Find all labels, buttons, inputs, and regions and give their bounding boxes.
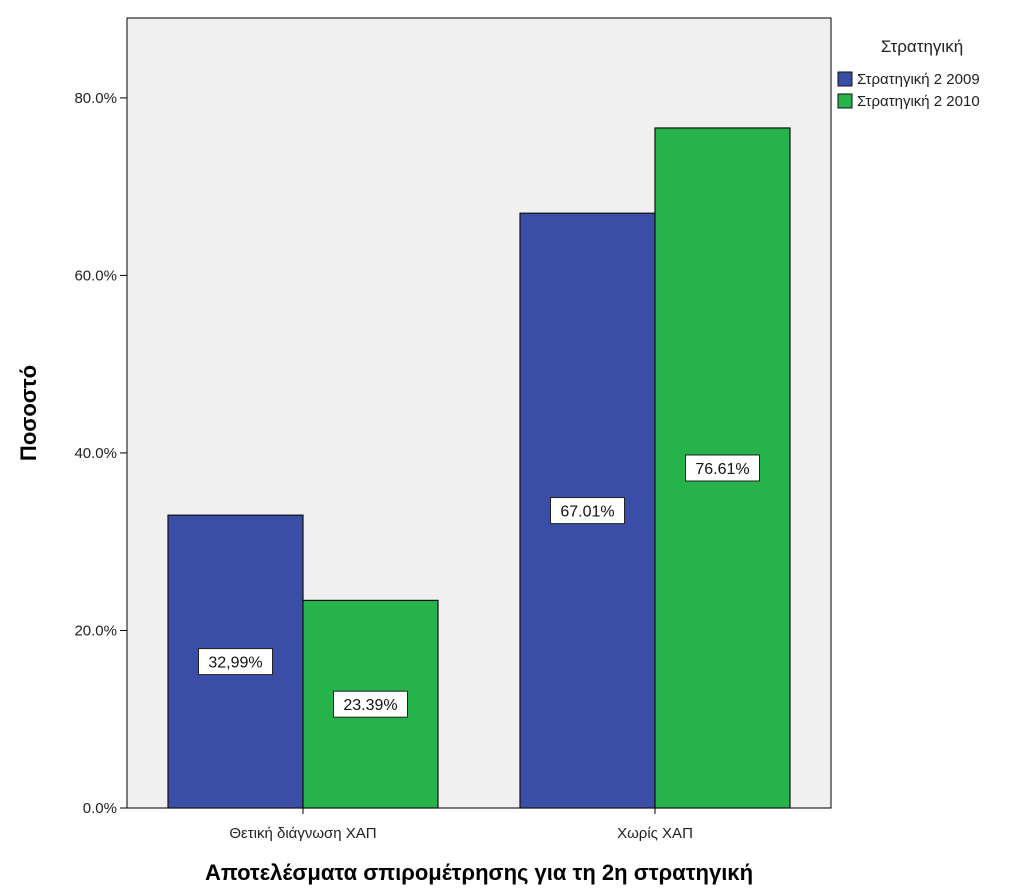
data-label: 76.61% [695,461,749,478]
data-label-box [198,648,273,676]
x-tick-label: Θετική διάγνωση ΧΑΠ [229,825,376,842]
x-axis-title: Αποτελέσματα σπιρομέτρησης για τη 2η στρ… [205,860,753,885]
legend-label: Στρατηγική 2 2010 [857,93,980,110]
legend: Στρατηγική Στρατηγική 2 2009 Στρατηγική 2… [837,37,980,110]
data-label-box [685,454,760,482]
y-tick-label: 80.0% [74,90,117,107]
legend-label: Στρατηγική 2 2009 [857,71,980,88]
legend-swatch [837,71,853,87]
data-label: 32,99% [208,655,262,672]
data-label-box [550,497,625,525]
legend-swatch [837,93,853,109]
data-label: 67.01% [560,504,614,521]
y-axis-title: Ποσοστό [16,365,41,461]
x-tick-label: Χωρίς ΧΑΠ [617,825,693,842]
y-tick-label: 60.0% [74,267,117,284]
data-label: 23.39% [343,697,397,714]
y-tick-label: 40.0% [74,445,117,462]
data-label-box [333,690,408,718]
y-tick-label: 0.0% [83,800,117,817]
legend-title: Στρατηγική [881,37,963,56]
y-tick-label: 20.0% [74,622,117,639]
